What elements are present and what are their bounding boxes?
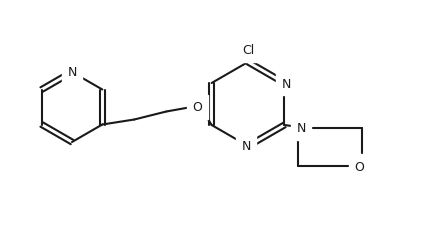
Text: O: O (193, 101, 202, 113)
Text: N: N (67, 66, 77, 79)
Text: N: N (296, 122, 306, 135)
Text: N: N (241, 140, 250, 153)
Text: O: O (354, 160, 364, 173)
Text: Cl: Cl (242, 44, 254, 57)
Text: N: N (282, 77, 291, 90)
